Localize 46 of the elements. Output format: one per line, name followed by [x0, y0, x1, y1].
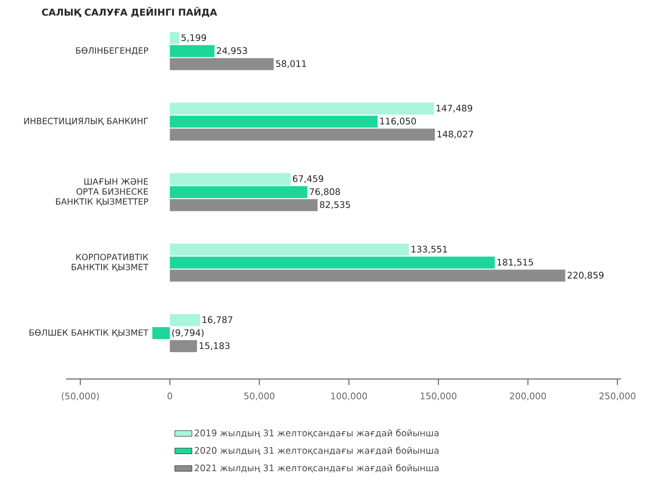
x-tick-label: 50,000 — [244, 392, 274, 400]
y-tick-label: КОРПОРАТИВТІК БАНКТІК ҚЫЗМЕТ — [72, 254, 148, 272]
data-label: 15,183 — [200, 342, 230, 350]
bar — [170, 256, 495, 269]
bar — [170, 58, 274, 70]
x-tick-label: 150,000 — [420, 392, 456, 400]
x-tick-label: 0 — [168, 392, 172, 400]
bar — [170, 173, 291, 186]
y-tick-label: ШАҒЫН ЖӘНЕ ОРТА БИЗНЕСКЕ БАНКТІК ҚЫЗМЕТТЕР — [56, 178, 148, 206]
data-label: 24,953 — [216, 47, 247, 55]
legend-label: 2019 жылдың 31 желтоқсандағы жағдай бойынша — [194, 429, 438, 438]
bar — [170, 270, 566, 282]
bar — [170, 45, 215, 58]
bar — [170, 32, 180, 44]
bar — [170, 314, 200, 326]
data-label: 116,050 — [380, 118, 416, 126]
legend-label: 2020 жылдың 31 желтоқсандағы жағдай бойынша — [194, 446, 438, 455]
data-label: 82,535 — [320, 201, 350, 209]
data-label: 147,489 — [436, 104, 472, 112]
data-label: 220,859 — [568, 272, 604, 280]
data-label: 5,199 — [182, 34, 206, 42]
y-tick-label: БӨЛШЕК БАНКТІК ҚЫЗМЕТ — [30, 329, 148, 337]
data-label: 67,459 — [292, 175, 324, 183]
bar — [170, 199, 318, 212]
data-label: 181,515 — [497, 258, 533, 266]
chart-title: САЛЫҚ САЛУҒА ДЕЙІНГІ ПАЙДА — [42, 6, 218, 18]
bar — [152, 327, 170, 340]
bar — [170, 128, 435, 141]
data-label: 58,011 — [276, 60, 306, 68]
data-label: (9,794) — [172, 329, 204, 338]
x-tick-label: 250,000 — [599, 392, 636, 400]
data-label: 133,551 — [412, 246, 448, 254]
bar — [170, 186, 308, 198]
data-label: 148,027 — [438, 130, 473, 138]
data-label: 16,787 — [202, 316, 232, 324]
y-tick-label: ИНВЕСТИЦИЯЛЫҚ БАНКИНГ — [24, 118, 148, 126]
x-tick-label: 100,000 — [331, 392, 367, 400]
x-tick-label: (50,000) — [62, 392, 99, 401]
bar — [170, 340, 198, 352]
bar — [170, 244, 409, 256]
legend-label: 2021 жылдың 31 желтоқсандағы жағдай бойынша — [194, 464, 438, 472]
x-tick-label: 200,000 — [510, 392, 546, 400]
data-label: 76,808 — [310, 188, 340, 196]
bar — [170, 102, 434, 115]
bar — [170, 116, 378, 128]
y-tick-label: БӨЛІНБЕГЕНДЕР — [76, 47, 148, 55]
